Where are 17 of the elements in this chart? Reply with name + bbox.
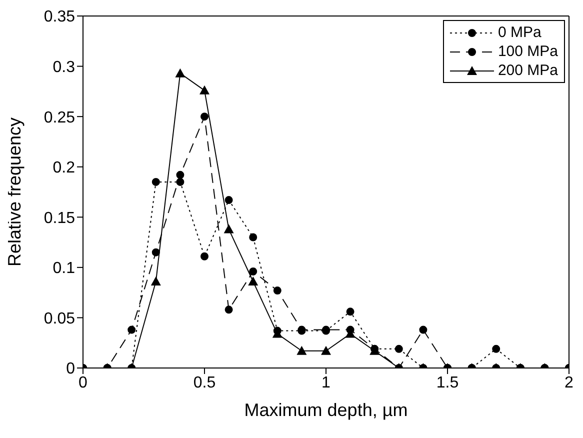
y-tick-label: 0.1 bbox=[52, 260, 76, 278]
y-tick-label: 0.25 bbox=[44, 109, 76, 126]
y-tick-label: 0.05 bbox=[44, 310, 76, 328]
x-tick-label: 0 bbox=[78, 374, 88, 392]
y-tick-label: 0.35 bbox=[44, 8, 76, 26]
x-tick-label: 1.5 bbox=[436, 374, 459, 392]
x-tick-label: 2 bbox=[564, 374, 574, 392]
y-tick-label: 0.15 bbox=[44, 210, 76, 227]
x-tick-label: 0.5 bbox=[193, 374, 216, 392]
legend-label: 0 MPa bbox=[498, 24, 542, 41]
y-tick-label: 0 bbox=[66, 360, 76, 378]
y-tick-label: 0.2 bbox=[52, 160, 76, 177]
y-tick-label: 0.3 bbox=[52, 58, 76, 76]
x-axis-title: Maximum depth, µm bbox=[244, 400, 408, 420]
legend-label: 100 MPa bbox=[498, 43, 558, 60]
legend-label: 200 MPa bbox=[498, 62, 558, 79]
x-tick-label: 1 bbox=[322, 374, 331, 392]
